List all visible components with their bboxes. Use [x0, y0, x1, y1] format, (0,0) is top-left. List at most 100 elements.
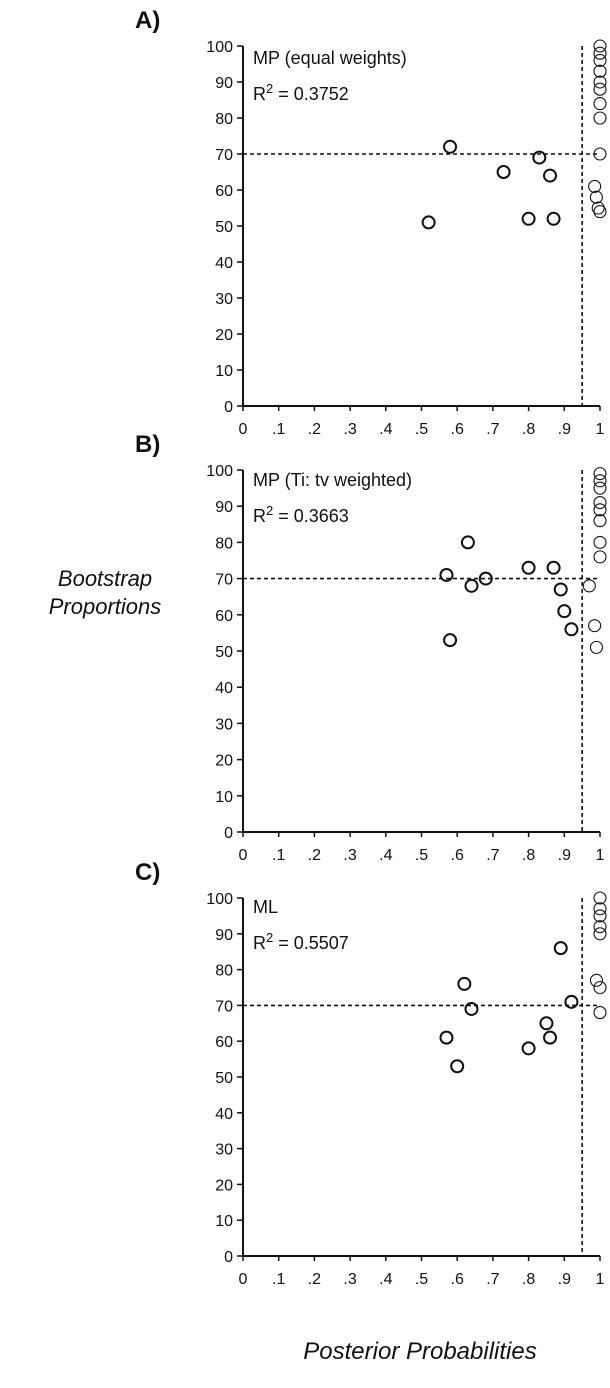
method-annotation: MP (equal weights) [253, 48, 407, 68]
y-tick-label: 100 [206, 463, 233, 480]
data-point [593, 980, 607, 995]
data-point [593, 535, 607, 549]
x-tick-label: .2 [308, 1271, 321, 1288]
y-tick-label: 0 [224, 1249, 233, 1266]
data-point [564, 994, 579, 1009]
r2-annotation: R2 = 0.3752 [253, 81, 349, 104]
data-point [543, 1030, 558, 1045]
y-tick-label: 10 [215, 1213, 233, 1230]
y-tick-label: 90 [215, 927, 233, 944]
data-point [464, 578, 479, 593]
x-tick-label: .7 [486, 847, 499, 864]
x-tick-label: .2 [308, 421, 321, 438]
panel-label: C) [135, 859, 160, 886]
data-point [593, 920, 607, 934]
data-point [546, 560, 561, 575]
data-point [588, 179, 602, 193]
x-tick-label: .6 [451, 421, 464, 438]
data-point [521, 211, 536, 226]
y-tick-label: 30 [215, 716, 233, 733]
data-point [593, 205, 607, 219]
y-tick-label: 40 [215, 255, 233, 272]
x-tick-label: .9 [558, 1271, 571, 1288]
data-point [593, 1006, 607, 1020]
data-point [421, 215, 436, 230]
x-tick-label: .8 [522, 847, 535, 864]
data-point [543, 168, 558, 183]
data-point [589, 640, 603, 654]
y-tick-label: 90 [215, 499, 233, 516]
data-point [532, 150, 547, 165]
data-point [589, 973, 603, 987]
y-tick-label: 70 [215, 572, 233, 589]
y-tick-label: 40 [215, 680, 233, 697]
r2-annotation: R2 = 0.5507 [253, 930, 349, 953]
data-point [593, 147, 607, 161]
data-point [593, 550, 607, 564]
y-tick-label: 10 [215, 789, 233, 806]
data-point [450, 1059, 465, 1074]
x-tick-label: .3 [343, 847, 356, 864]
x-tick-label: .4 [379, 847, 392, 864]
data-point [593, 64, 607, 78]
x-tick-label: .1 [272, 421, 285, 438]
x-tick-label: .7 [486, 1271, 499, 1288]
data-point [439, 1030, 454, 1045]
y-tick-label: 40 [215, 1106, 233, 1123]
x-tick-label: .3 [343, 1271, 356, 1288]
method-annotation: ML [253, 897, 278, 917]
y-tick-label: 60 [215, 183, 233, 200]
data-point [589, 190, 603, 204]
data-point [496, 165, 511, 179]
data-point [593, 474, 607, 488]
data-point [593, 75, 607, 89]
data-point [593, 46, 607, 60]
x-tick-label: .5 [415, 847, 428, 864]
data-point [593, 503, 607, 517]
x-tick-label: .5 [415, 421, 428, 438]
x-tick-label: .9 [558, 847, 571, 864]
y-tick-label: 30 [215, 1142, 233, 1159]
x-tick-label: .3 [343, 421, 356, 438]
data-point [593, 496, 607, 510]
x-tick-label: .1 [272, 1271, 285, 1288]
y-tick-label: 100 [206, 891, 233, 908]
y-axis-label-line2: Proportions [48, 594, 162, 619]
y-tick-label: 0 [224, 825, 233, 842]
data-point [593, 891, 607, 905]
data-point [546, 211, 561, 226]
method-annotation: MP (Ti: tv weighted) [253, 470, 412, 490]
y-tick-label: 50 [215, 219, 233, 236]
x-axis-label: Posterior Probabilities [303, 1338, 537, 1365]
y-tick-label: 90 [215, 75, 233, 92]
x-tick-label: 0 [239, 847, 248, 864]
data-point [593, 97, 607, 111]
y-tick-label: 50 [215, 1070, 233, 1087]
data-point [460, 535, 475, 550]
x-tick-label: .5 [415, 1271, 428, 1288]
data-point [582, 579, 596, 593]
y-tick-label: 0 [224, 399, 233, 416]
data-point [478, 571, 493, 586]
y-tick-label: 60 [215, 1034, 233, 1051]
y-tick-label: 10 [215, 363, 233, 380]
y-tick-label: 100 [206, 39, 233, 56]
data-point [564, 622, 579, 637]
panel-label: B) [135, 431, 160, 458]
x-tick-label: .8 [522, 421, 535, 438]
data-point [443, 139, 458, 154]
y-tick-label: 20 [215, 327, 233, 344]
y-tick-label: 70 [215, 147, 233, 164]
data-point [593, 82, 607, 96]
y-axis-label-line1: Bootstrap [57, 566, 153, 591]
data-point [539, 1016, 554, 1031]
data-point [593, 111, 607, 125]
x-tick-label: .1 [272, 847, 285, 864]
x-tick-label: 1 [596, 421, 605, 438]
r2-annotation: R2 = 0.3663 [253, 503, 349, 526]
data-point [593, 909, 607, 923]
y-tick-label: 80 [215, 111, 233, 128]
data-point [521, 560, 536, 575]
y-tick-label: 70 [215, 998, 233, 1015]
data-point [521, 1041, 536, 1056]
